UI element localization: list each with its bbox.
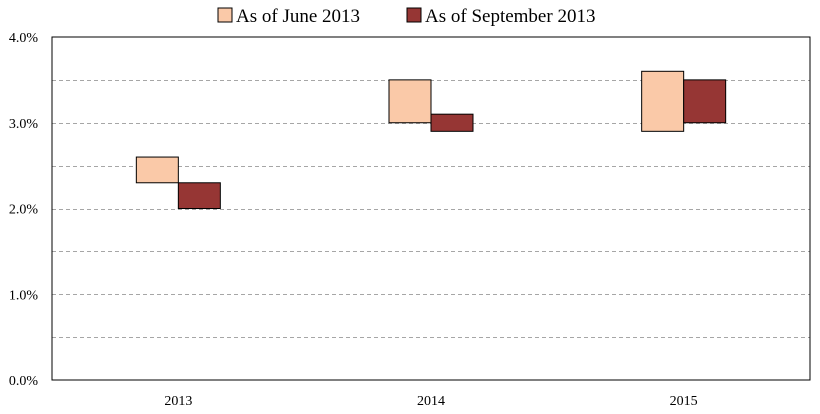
x-tick-label: 2013 <box>164 394 192 409</box>
plot-area-frame <box>51 36 811 381</box>
bar-2013-series-2 <box>177 182 221 209</box>
x-tick-label: 2015 <box>670 394 698 409</box>
y-tick-label: 2.0% <box>9 203 39 218</box>
x-tick-label: 2014 <box>417 394 445 409</box>
bar-2014-series-1 <box>388 79 432 124</box>
bar-2015-series-2 <box>683 79 727 124</box>
legend-swatch <box>406 7 422 23</box>
y-tick-label: 1.0% <box>9 288 39 303</box>
bar-2014-series-2 <box>430 113 474 132</box>
y-tick-label: 4.0% <box>9 31 39 46</box>
legend-label: As of September 2013 <box>425 6 595 27</box>
bar-2013-series-1 <box>135 156 179 184</box>
legend: As of June 2013 As of September 2013 <box>217 6 595 27</box>
bars <box>135 70 727 209</box>
y-tick-label: 3.0% <box>9 117 39 132</box>
legend-swatch <box>217 7 233 23</box>
bar-2015-series-1 <box>641 70 685 132</box>
legend-label: As of June 2013 <box>236 6 360 27</box>
y-axis-tick-labels: 0.0% 1.0% 2.0% 3.0% 4.0% <box>9 31 39 389</box>
x-axis-tick-labels: 2013 2014 2015 <box>164 394 697 409</box>
y-tick-label: 0.0% <box>9 374 39 389</box>
